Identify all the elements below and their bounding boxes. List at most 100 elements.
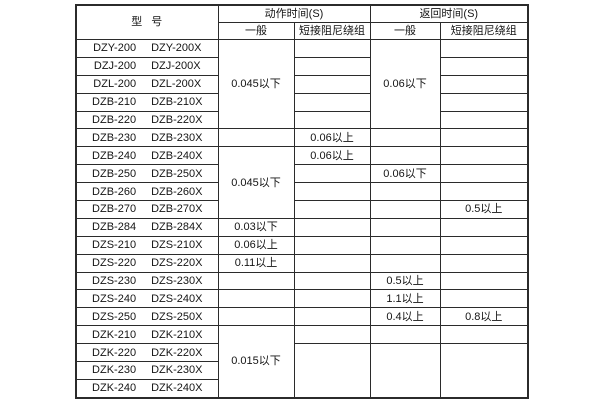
cell-action-general [217, 128, 295, 148]
cell-action-damping [293, 289, 371, 309]
cell-return-general [369, 235, 441, 255]
cell-return-damping [439, 128, 529, 148]
model-variant: DZL-200X [151, 78, 202, 91]
column-header-action-time: 动作时间(S) [217, 4, 371, 23]
model-cell: DZB-270 DZB-270X [75, 200, 219, 219]
cell-return-general: 1.1以上 [369, 289, 441, 309]
table-row: DZB-220 DZB-220X [75, 110, 529, 130]
model-base: DZL-200 [93, 78, 137, 91]
model-variant: DZB-270X [151, 203, 203, 216]
cell-return-damping [439, 146, 529, 166]
cell-action-damping [293, 110, 371, 130]
cell-action-damping [293, 200, 371, 219]
cell-action-general: 0.045以下 [217, 146, 295, 219]
cell-action-damping [293, 164, 371, 184]
table-row: DZS-210 DZS-210X 0.06以上 [75, 235, 529, 255]
model-variant: DZS-230X [151, 274, 203, 287]
model-base: DZK-220 [92, 346, 137, 359]
column-header-return-damping: 短接阻尼绕组 [439, 22, 529, 40]
cell-return-damping [439, 39, 529, 58]
model-cell: DZK-220 DZK-220X [75, 343, 219, 363]
model-base: DZB-240 [92, 149, 137, 162]
table-row: DZK-210 DZK-210X 0.015以下 [75, 325, 529, 399]
model-base: DZS-220 [92, 257, 137, 270]
model-cell: DZK-230 DZK-230X [75, 361, 219, 380]
model-base: DZB-284 [92, 221, 137, 234]
model-variant: DZS-220X [151, 257, 203, 270]
column-header-model: 型 号 [75, 4, 219, 40]
cell-return-general [369, 128, 441, 148]
model-cell: DZB-210 DZB-210X [75, 92, 219, 112]
cell-return-damping [439, 182, 529, 202]
cell-action-damping [293, 74, 371, 94]
model-base: DZY-200 [93, 42, 137, 55]
column-header-action-damping: 短接阻尼绕组 [293, 22, 371, 40]
model-cell: DZB-260 DZB-260X [75, 182, 219, 202]
cell-action-general: 0.015以下 [217, 325, 295, 399]
table-row: DZS-250 DZS-250X 0.4以上 0.8以上 [75, 307, 529, 327]
model-cell: DZB-240 DZB-240X [75, 146, 219, 166]
model-variant: DZJ-200X [151, 60, 201, 73]
table-row: DZS-230 DZS-230X 0.5以上 [75, 271, 529, 291]
cell-return-damping: 0.5以上 [439, 200, 529, 219]
cell-return-general [369, 200, 441, 219]
cell-action-damping: 0.06以上 [293, 128, 371, 148]
model-variant: DZS-210X [151, 239, 203, 252]
cell-action-general: 0.045以下 [217, 38, 295, 130]
model-cell: DZB-230 DZB-230X [75, 128, 219, 148]
column-header-return-time: 返回时间(S) [369, 4, 529, 23]
cell-return-general [369, 217, 441, 237]
model-cell: DZL-200 DZL-200X [75, 74, 219, 94]
cell-return-damping [439, 343, 529, 399]
model-base: DZK-210 [92, 328, 137, 341]
table-row: DZB-230 DZB-230X 0.06以上 [75, 128, 529, 148]
relay-spec-table: 型 号 动作时间(S) 返回时间(S) 一般 短接阻尼绕组 一般 短接阻尼绕组 … [75, 4, 530, 399]
model-cell: DZK-240 DZK-240X [75, 378, 219, 399]
table-row: DZS-240 DZS-240X 1.1以上 [75, 289, 529, 309]
model-base: DZB-250 [92, 167, 137, 180]
model-cell: DZS-210 DZS-210X [75, 235, 219, 255]
cell-return-damping [439, 325, 529, 345]
model-cell: DZS-250 DZS-250X [75, 307, 219, 327]
table-row: DZB-250 DZB-250X 0.06以下 [75, 164, 529, 184]
cell-return-general [369, 325, 441, 345]
cell-return-damping [439, 164, 529, 184]
model-base: DZB-230 [92, 131, 137, 144]
model-cell: DZB-250 DZB-250X [75, 164, 219, 184]
model-variant: DZB-220X [151, 113, 203, 126]
table-row: DZJ-200 DZJ-200X [75, 56, 529, 76]
table-row: DZK-240 DZK-240X [75, 378, 528, 399]
cell-return-general: 0.06以下 [369, 38, 441, 130]
cell-return-damping [439, 271, 529, 291]
model-base: DZB-270 [92, 203, 137, 216]
cell-return-damping [439, 74, 529, 94]
model-variant: DZS-240X [151, 292, 203, 305]
cell-return-damping [439, 289, 529, 309]
model-variant: DZB-210X [151, 96, 203, 109]
cell-action-damping [293, 325, 371, 345]
cell-return-damping [439, 110, 529, 130]
cell-action-damping [293, 343, 371, 399]
model-cell: DZY-200 DZY-200X [75, 39, 219, 58]
model-base: DZB-210 [92, 96, 137, 109]
cell-action-general [217, 271, 295, 291]
cell-action-damping [293, 253, 371, 273]
relay-spec-table-container: 型 号 动作时间(S) 返回时间(S) 一般 短接阻尼绕组 一般 短接阻尼绕组 … [75, 4, 530, 399]
model-variant: DZK-230X [151, 364, 203, 377]
model-cell: DZB-284 DZB-284X [75, 217, 219, 237]
model-base: DZB-220 [92, 113, 137, 126]
model-variant: DZB-260X [151, 185, 203, 198]
model-variant: DZY-200X [151, 42, 202, 55]
model-variant: DZK-240X [151, 382, 203, 395]
model-variant: DZB-284X [151, 221, 203, 234]
cell-action-general: 0.11以上 [217, 253, 295, 273]
model-base: DZS-240 [92, 292, 137, 305]
cell-action-damping [293, 39, 371, 58]
cell-return-damping [439, 253, 529, 273]
table-row: DZB-284 DZB-284X 0.03以下 [75, 217, 529, 237]
cell-action-general: 0.06以上 [217, 235, 295, 255]
model-base: DZK-240 [92, 382, 137, 395]
cell-return-damping: 0.8以上 [439, 307, 529, 327]
table-row: DZB-210 DZB-210X [75, 92, 529, 112]
cell-return-damping [439, 92, 529, 112]
